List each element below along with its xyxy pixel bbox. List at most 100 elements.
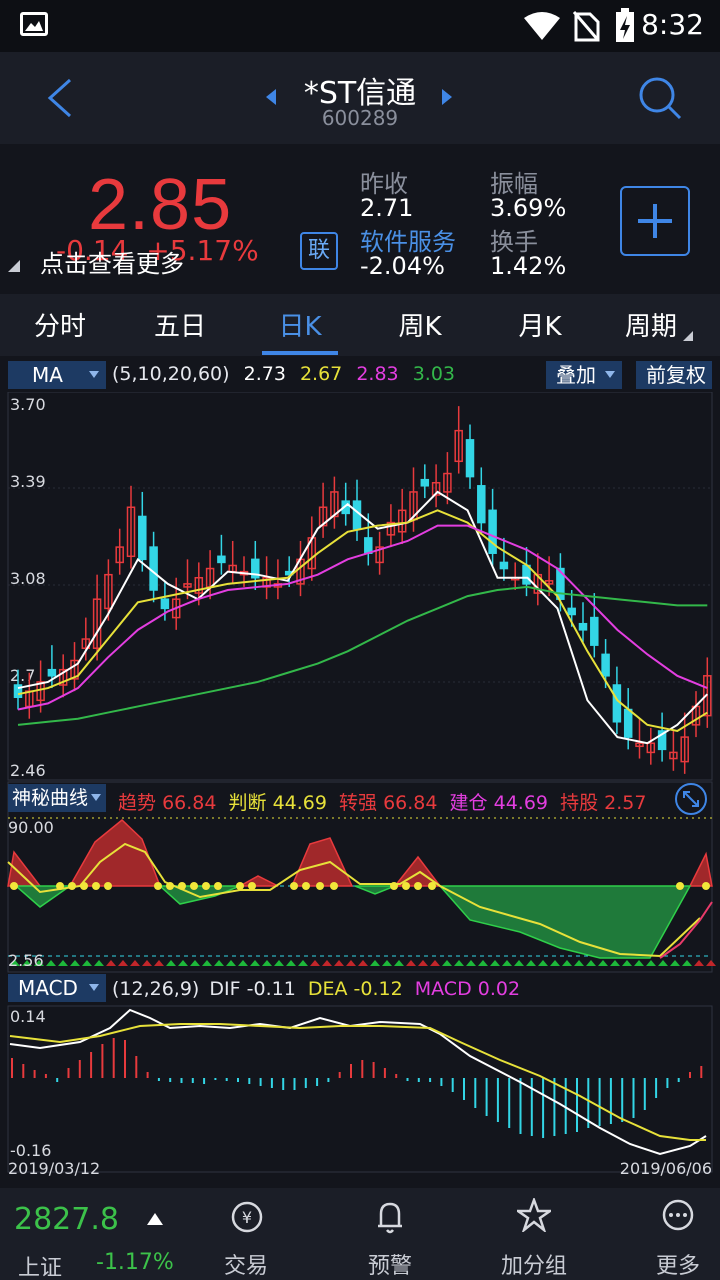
signal-marker [322, 960, 332, 966]
mystery-axis-top: 90.00 [8, 818, 54, 837]
no-sim-icon [572, 11, 600, 42]
overlay-label: 叠加 [556, 363, 596, 387]
signal-marker [574, 960, 584, 966]
sector-link[interactable]: 软件服务 [360, 228, 456, 256]
mystery-selector[interactable]: 神秘曲线 [8, 784, 106, 812]
tab-period[interactable]: 周期 [624, 312, 677, 342]
prev-close-label: 昨收 [360, 170, 408, 198]
signal-dot [178, 882, 186, 890]
nav-add-group[interactable]: 加分组 [484, 1188, 584, 1280]
clock: 8:32 [641, 8, 704, 41]
nav-trade[interactable]: ¥ 交易 [196, 1188, 296, 1280]
battery-charging-icon [616, 8, 634, 42]
signal-marker [382, 960, 392, 966]
signal-dot [248, 882, 256, 890]
trend-value: 66.84 [162, 792, 217, 814]
tab-five-day[interactable]: 五日 [153, 312, 206, 342]
tab-monthly-k[interactable]: 月K [518, 312, 562, 342]
ma5-line [17, 490, 709, 745]
expand-icon[interactable] [674, 782, 708, 816]
ma-selector[interactable]: MA [8, 361, 106, 389]
back-arrow-icon[interactable] [44, 76, 74, 120]
signal-dot [166, 882, 174, 890]
status-bar: 8:32 [0, 0, 720, 52]
view-more-hint[interactable]: 点击查看更多 [40, 250, 184, 278]
candle-body [567, 607, 576, 616]
dif-line [9, 1008, 707, 1156]
price-axis-4: 2.7 [10, 666, 35, 685]
candle-body [149, 546, 158, 591]
signal-marker [70, 960, 80, 966]
next-stock-icon[interactable] [440, 88, 454, 106]
candle-body [70, 659, 79, 680]
candle-body [544, 580, 554, 585]
search-icon[interactable] [638, 76, 682, 120]
signal-marker [238, 960, 248, 966]
date-start: 2019/03/12 [8, 1159, 100, 1178]
candlestick-layer [13, 406, 712, 774]
change-value: -0.14 [56, 234, 129, 267]
signal-dot [68, 882, 76, 890]
stock-charts[interactable]: 3.70 3.39 3.08 2.7 2.46 90.00 2.56 0.14 … [0, 392, 720, 1188]
macd-value: 0.02 [477, 978, 521, 1000]
signal-marker [46, 960, 56, 966]
overlay-selector[interactable]: 叠加 [546, 361, 622, 389]
signal-dot [10, 882, 18, 890]
signal-dot [190, 882, 198, 890]
add-watchlist-button[interactable] [620, 186, 690, 256]
stock-name: *ST信通 [303, 76, 417, 111]
signal-marker [226, 960, 236, 966]
ma20-line [17, 524, 708, 711]
amplitude-value: 3.69% [490, 194, 567, 222]
nav-trade-label: 交易 [223, 1254, 268, 1279]
last-price: 2.85 [88, 165, 233, 245]
candle-body [364, 537, 373, 554]
signal-dot [236, 882, 244, 890]
signal-marker [430, 960, 440, 966]
strong-value: 66.84 [383, 792, 438, 814]
candle-body [183, 583, 192, 588]
macd-label: MACD [414, 978, 472, 1000]
signal-marker [502, 960, 512, 966]
signal-marker [394, 960, 404, 966]
signal-dot [302, 882, 310, 890]
stock-code: 600289 [321, 106, 399, 130]
active-tab-indicator [262, 351, 338, 355]
hold-line [659, 901, 713, 959]
quote-panel[interactable]: 2.85 -0.14 +5.17% 点击查看更多 联 昨收 2.71 软件服务 … [0, 146, 720, 292]
price-axis-top: 3.70 [10, 395, 46, 414]
macd-values: (12,26,9) DIF -0.11 DEA -0.12 MACD 0.02 [112, 978, 520, 1000]
signal-marker [154, 960, 164, 966]
signal-marker [562, 960, 572, 966]
signal-marker [34, 960, 44, 966]
tab-intraday[interactable]: 分时 [33, 312, 86, 342]
adjust-selector[interactable]: 前复权 [636, 361, 712, 389]
strong-area [7, 819, 713, 887]
signal-marker [310, 960, 320, 966]
tab-daily-k[interactable]: 日K [278, 312, 322, 342]
macd-selector[interactable]: MACD [8, 974, 106, 1002]
build-label: 建仓 [449, 792, 488, 814]
prev-stock-icon[interactable] [264, 88, 278, 106]
nav-alert[interactable]: 预警 [340, 1188, 440, 1280]
signal-marker [358, 960, 368, 966]
index-value[interactable]: 2827.8 [14, 1202, 119, 1237]
signal-marker [694, 960, 704, 966]
related-button[interactable]: 联 [300, 232, 338, 270]
index-expand-icon[interactable] [146, 1212, 164, 1226]
candle-body [330, 491, 339, 518]
nav-alert-label: 预警 [367, 1254, 412, 1279]
signal-dot [428, 882, 436, 890]
prev-close-value: 2.71 [360, 194, 414, 222]
nav-more[interactable]: 更多 [628, 1188, 720, 1280]
stock-header: *ST信通 600289 [0, 52, 720, 144]
nav-more-label: 更多 [655, 1254, 700, 1279]
tab-weekly-k[interactable]: 周K [398, 312, 442, 342]
ma60-line [17, 585, 708, 726]
signal-marker [490, 960, 500, 966]
signal-marker [286, 960, 296, 966]
mystery-curve-layer [7, 817, 716, 966]
signal-marker [346, 960, 356, 966]
signal-marker [646, 960, 656, 966]
candle-body [556, 567, 565, 600]
